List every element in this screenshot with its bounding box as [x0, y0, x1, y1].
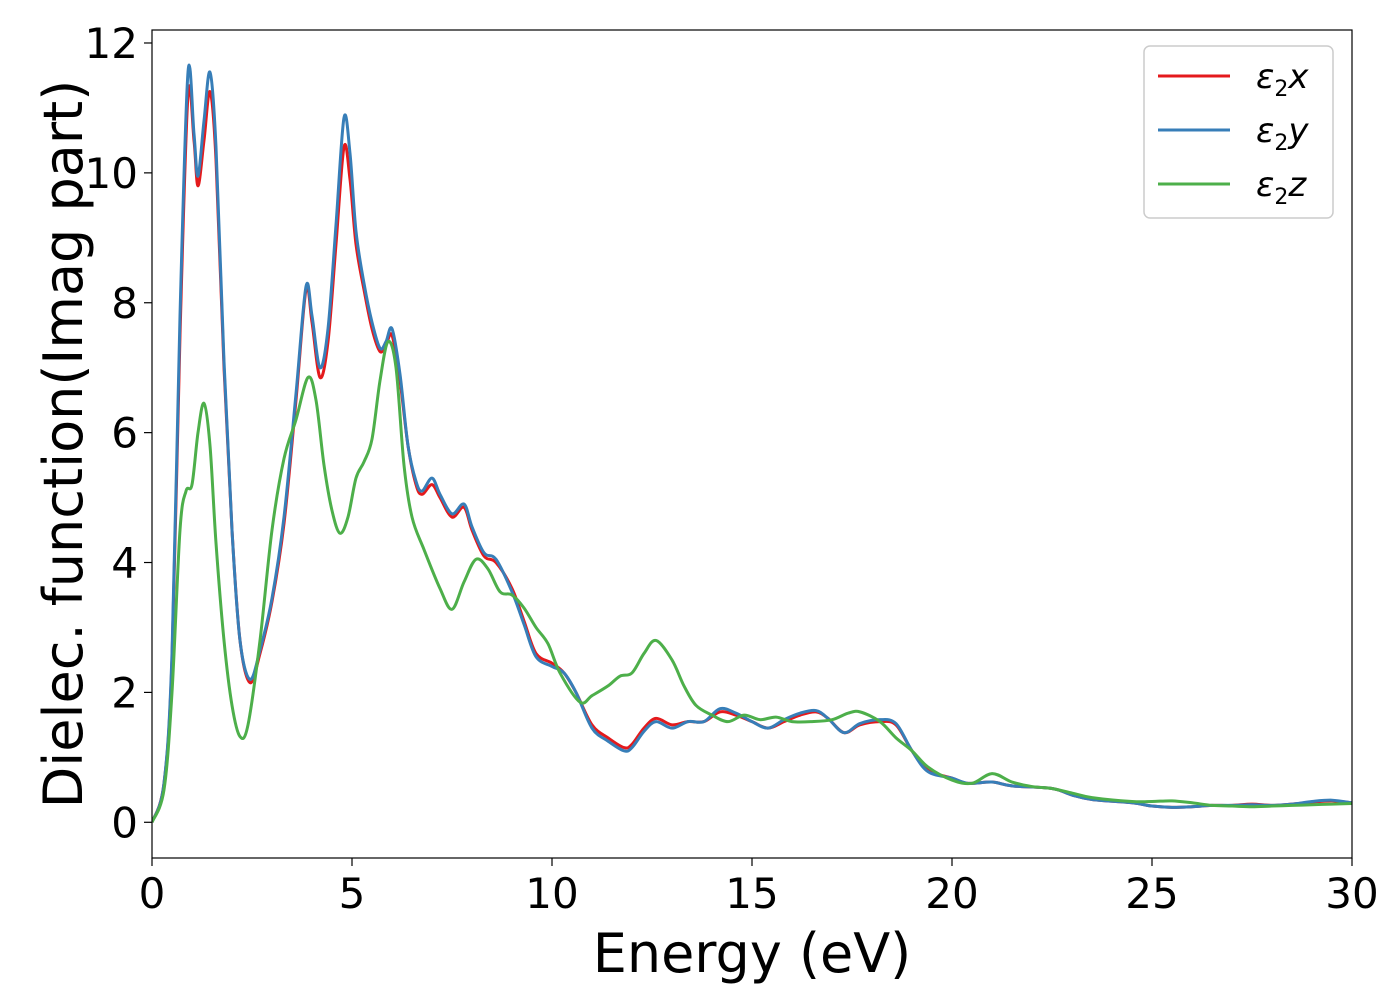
- x-axis-label: Energy (eV): [593, 922, 912, 985]
- y-axis-label: Dielec. function(Imag part): [32, 80, 95, 809]
- x-tick-label: 30: [1325, 869, 1378, 918]
- legend-label-z: ε2z: [1256, 165, 1307, 210]
- y-tick-label: 4: [111, 539, 138, 588]
- legend-label-y: ε2y: [1256, 111, 1309, 156]
- x-tick-label: 20: [925, 869, 978, 918]
- y-tick-label: 12: [85, 19, 138, 68]
- legend-label-x: ε2x: [1256, 57, 1309, 102]
- legend-box: [1143, 45, 1334, 219]
- x-tick-label: 15: [725, 869, 778, 918]
- y-tick-label: 0: [111, 798, 138, 847]
- y-axis-ticks: 0 2 4 6 8 10 12: [85, 19, 152, 847]
- y-tick-label: 10: [85, 149, 138, 198]
- x-tick-label: 25: [1125, 869, 1178, 918]
- y-tick-label: 2: [111, 668, 138, 717]
- x-tick-label: 10: [525, 869, 578, 918]
- x-tick-label: 5: [339, 869, 366, 918]
- series-layer: [152, 63, 1352, 823]
- y-tick-label: 8: [111, 279, 138, 328]
- x-tick-label: 0: [139, 869, 166, 918]
- x-axis-ticks: 0 5 10 15 20 25 30: [139, 858, 1379, 918]
- legend: ε2x ε2y ε2z: [1143, 45, 1334, 219]
- series-line-z: [152, 339, 1352, 823]
- y-tick-label: 6: [111, 409, 138, 458]
- series-line-y: [152, 63, 1352, 823]
